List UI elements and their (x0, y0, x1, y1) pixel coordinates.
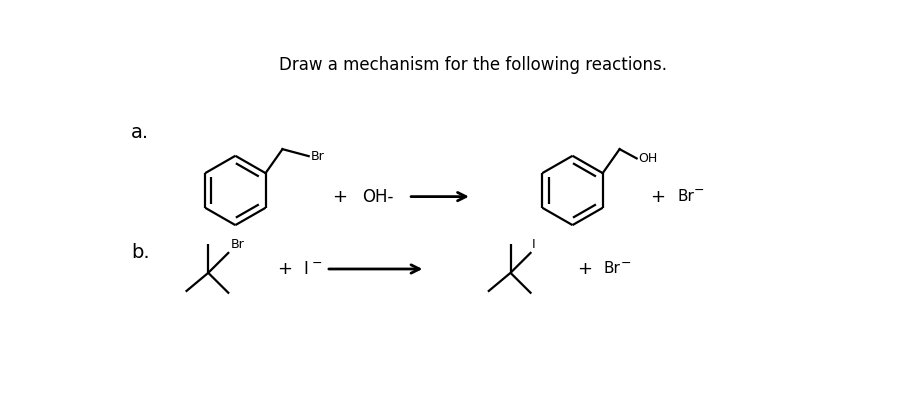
Text: OH-: OH- (361, 188, 393, 206)
Text: Br: Br (677, 189, 694, 204)
Text: +: + (576, 260, 592, 278)
Text: Br: Br (311, 150, 325, 163)
Text: I: I (532, 238, 536, 251)
Text: −: − (621, 257, 631, 270)
Text: OH: OH (638, 152, 657, 165)
Text: Br: Br (604, 262, 621, 276)
Text: +: + (650, 188, 666, 206)
Text: Br: Br (230, 238, 244, 251)
Text: −: − (694, 184, 704, 197)
Text: +: + (333, 188, 348, 206)
Text: b.: b. (131, 242, 149, 262)
Text: a.: a. (131, 123, 148, 142)
Text: Draw a mechanism for the following reactions.: Draw a mechanism for the following react… (278, 56, 667, 74)
Text: I: I (303, 260, 309, 278)
Text: +: + (277, 260, 291, 278)
Text: −: − (313, 257, 323, 270)
